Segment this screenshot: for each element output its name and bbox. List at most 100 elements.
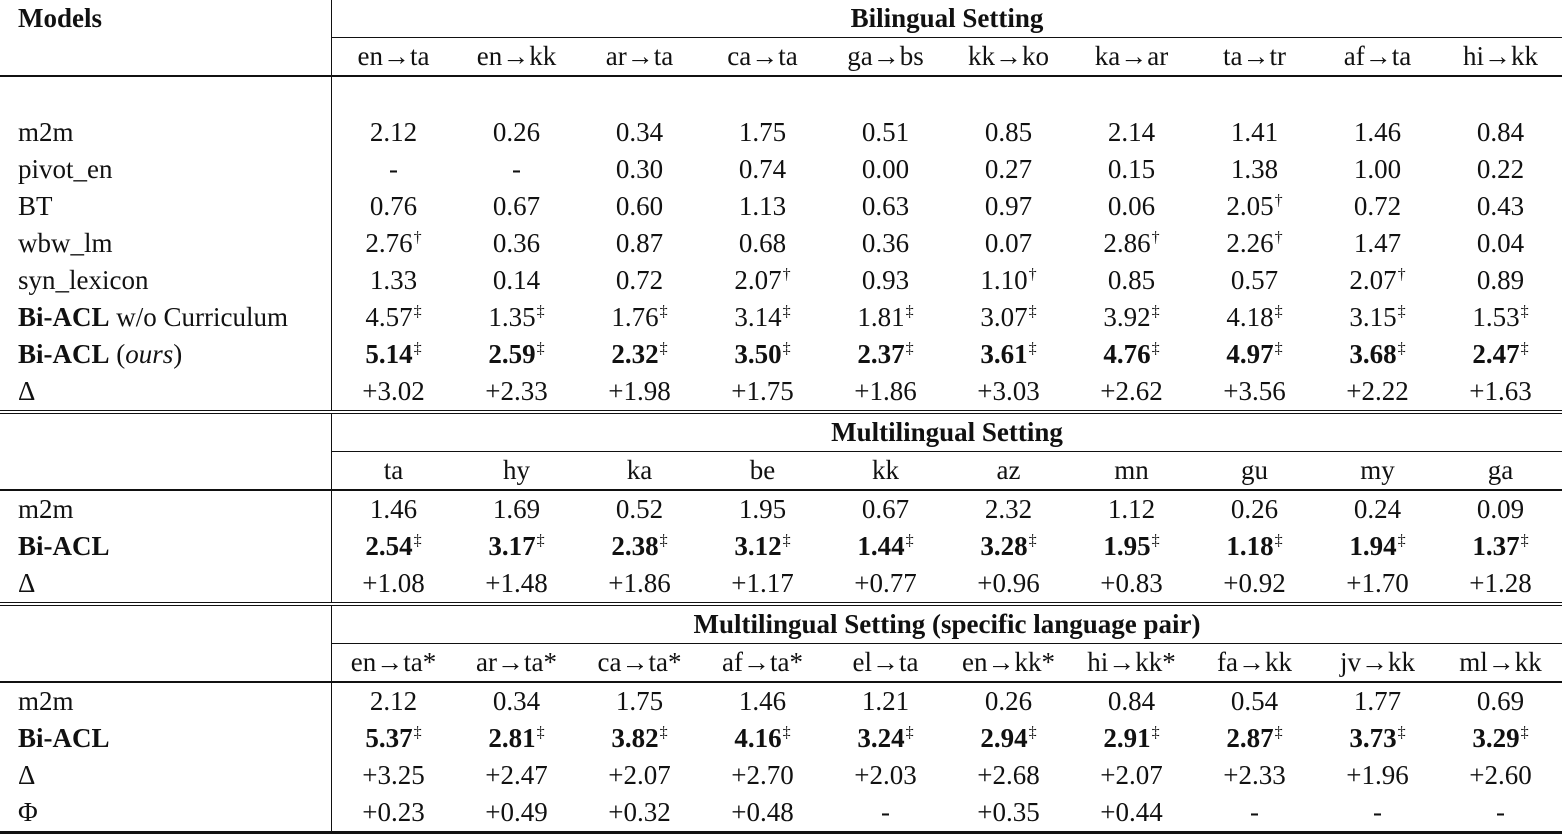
score-value: +2.07 [1100,760,1163,790]
model-name-bold: Bi-ACL [18,531,110,561]
significance-mark: ‡ [659,340,668,357]
value-cell: +0.44 [1070,794,1193,834]
significance-mark: ‡ [905,340,914,357]
significance-mark: ‡ [659,532,668,549]
table-row: Φ +0.23 +0.49 +0.32 +0.48 - +0.35 +0.44 - - - [0,794,1562,834]
score-value: 2.14 [1107,117,1156,147]
value-cell: 2.37‡ [824,336,947,373]
model-suffix-wrap: (ours) [109,339,183,369]
model-name: m2m [18,686,74,716]
score-value: 3.24 [857,723,905,753]
value-cell: 0.85 [1070,262,1193,299]
value-cell: 1.81‡ [824,299,947,336]
column-header: ta [331,451,455,491]
score-value: +2.60 [1469,760,1532,790]
score-value: +3.02 [362,376,425,406]
score-value: 2.54 [365,531,413,561]
value-cell: 0.57 [1193,262,1316,299]
value-cell: 2.91‡ [1070,720,1193,757]
score-value: 0.52 [615,494,664,524]
column-header-row: ta hy ka be kk az mn gu my ga [0,451,1562,491]
significance-mark: ‡ [782,340,791,357]
score-value: 1.38 [1230,154,1279,184]
score-value: 2.59 [488,339,536,369]
score-value: +1.63 [1469,376,1532,406]
spacer-cell [0,76,332,114]
significance-mark: † [413,229,422,246]
value-cell: 0.15 [1070,151,1193,188]
significance-mark: ‡ [413,532,422,549]
table-row: Bi-ACL w/o Curriculum 4.57‡ 1.35‡ 1.76‡ 3.14… [0,299,1562,336]
significance-mark: ‡ [782,303,791,320]
value-cell: 0.00 [824,151,947,188]
significance-mark: ‡ [1397,340,1406,357]
significance-mark: ‡ [1397,532,1406,549]
score-value: 1.53 [1472,302,1520,332]
value-cell: 1.69 [455,490,578,528]
score-value: 2.05 [1226,191,1274,221]
value-cell: 1.47 [1316,225,1439,262]
value-cell: 1.21 [824,682,947,720]
significance-mark: ‡ [905,532,914,549]
value-cell: +0.49 [455,794,578,834]
value-cell: +2.22 [1316,373,1439,412]
model-name-cell: Δ [0,373,332,412]
score-value: 0.85 [984,117,1033,147]
value-cell: - [1193,794,1316,834]
value-cell: - [1439,794,1562,834]
value-cell: +2.60 [1439,757,1562,794]
score-value: 5.14 [365,339,413,369]
value-cell: +1.75 [701,373,824,412]
score-value: 0.68 [738,228,787,258]
significance-mark: ‡ [1520,724,1529,741]
models-header-empty [0,410,332,452]
score-value: 1.18 [1226,531,1274,561]
significance-mark: ‡ [1274,340,1283,357]
score-value: 2.47 [1472,339,1520,369]
score-value: +3.03 [977,376,1040,406]
value-cell: +1.70 [1316,565,1439,604]
value-cell: 0.74 [701,151,824,188]
score-value: 1.76 [611,302,659,332]
score-value: +1.86 [608,568,671,598]
score-value: +0.92 [1223,568,1286,598]
value-cell: 1.10† [947,262,1070,299]
score-value: 2.37 [857,339,905,369]
value-cell: +0.83 [1070,565,1193,604]
significance-mark: ‡ [1274,532,1283,549]
value-cell: - [455,151,578,188]
score-value: 1.81 [857,302,905,332]
value-cell: 1.13 [701,188,824,225]
value-cell: +2.68 [947,757,1070,794]
score-value: 0.30 [615,154,664,184]
score-value: +0.32 [608,797,671,827]
score-value: 2.87 [1226,723,1274,753]
column-header: ar→ta [578,37,701,77]
value-cell: 3.61‡ [947,336,1070,373]
score-value: 1.33 [369,265,418,295]
value-cell: 5.14‡ [332,336,456,373]
model-suffix: w/o Curriculum [109,302,288,332]
section-header-row: Models Bilingual Setting [0,0,1562,38]
score-value: 0.14 [492,265,541,295]
score-value: 1.95 [1103,531,1151,561]
value-cell: 0.26 [947,682,1070,720]
score-value: 1.12 [1107,494,1156,524]
score-value: 0.34 [615,117,664,147]
score-value: 3.82 [611,723,659,753]
table-row: Δ +1.08 +1.48 +1.86 +1.17 +0.77 +0.96 +0.83 +0.9… [0,565,1562,604]
value-cell: 3.29‡ [1439,720,1562,757]
score-value: 1.37 [1472,531,1520,561]
column-header-row: en→ta* ar→ta* ca→ta* af→ta* el→ta en→kk* hi→kk… [0,643,1562,683]
score-value: +1.17 [731,568,794,598]
significance-mark: ‡ [413,303,422,320]
value-cell: 0.69 [1439,682,1562,720]
model-name-cell: m2m [0,490,332,528]
score-value: 0.26 [984,686,1033,716]
value-cell: 1.35‡ [455,299,578,336]
score-value: 2.81 [488,723,536,753]
score-value: 1.94 [1349,531,1397,561]
score-value: 3.12 [734,531,782,561]
significance-mark: ‡ [659,303,668,320]
score-value: 1.75 [615,686,664,716]
